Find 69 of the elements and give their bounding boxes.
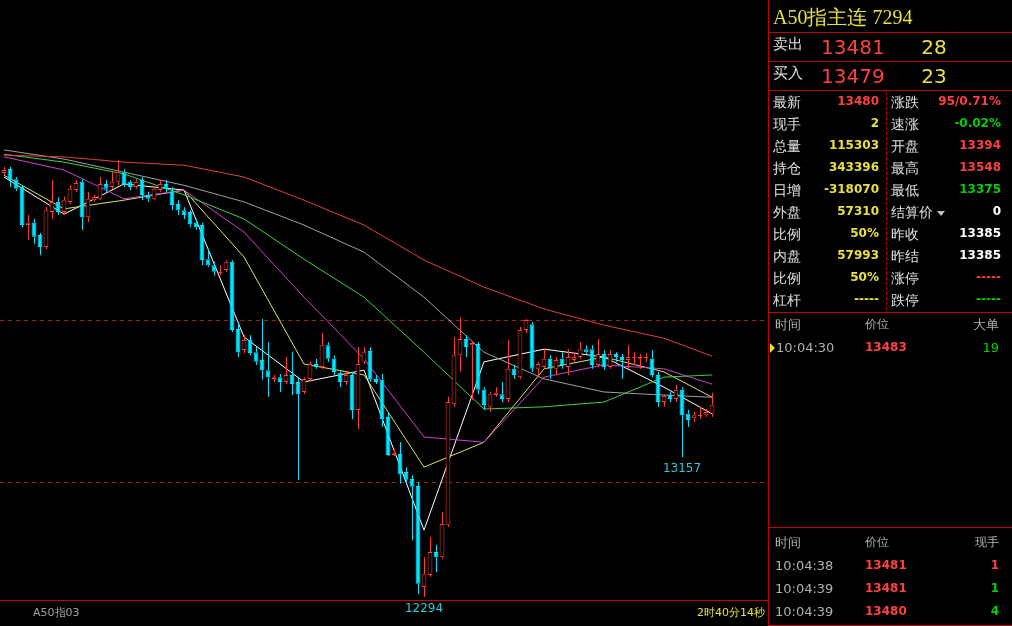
text: A50指03: [33, 606, 80, 620]
text: 杠杆: [773, 292, 802, 308]
text: 13548: [958, 160, 1001, 174]
text: -----: [975, 292, 1001, 306]
text: 时间: [775, 535, 802, 550]
text: 50%: [849, 270, 879, 284]
text: 现手: [773, 116, 802, 132]
text: 23: [920, 64, 948, 88]
text: 2: [869, 116, 879, 130]
text: 比例: [773, 226, 802, 242]
text: 10:04:30: [776, 340, 836, 355]
text: 50%: [849, 226, 879, 240]
text: 13479: [821, 64, 886, 88]
text: 最新: [773, 94, 802, 110]
text: 13481: [821, 35, 886, 59]
text: 343396: [827, 160, 879, 174]
text: 涨停: [891, 270, 920, 286]
text: 57310: [836, 204, 879, 218]
text: -318070: [822, 182, 879, 196]
text: 13481: [865, 558, 908, 572]
text: 19: [981, 340, 999, 355]
text: 13480: [836, 94, 879, 108]
annotation: 12294: [404, 601, 444, 616]
text: 跌停: [891, 292, 920, 308]
text: 95/0.71%: [937, 94, 1001, 108]
text: 1: [989, 558, 999, 572]
text: 大单: [972, 317, 999, 332]
text: 价位: [865, 317, 890, 331]
text: 4: [989, 604, 999, 618]
text: 涨跌: [891, 94, 919, 110]
text: -----: [975, 270, 1001, 284]
text: 2时40分14秒: [697, 606, 765, 620]
text: 28: [920, 35, 948, 59]
text: 最高: [891, 160, 920, 176]
text: -----: [853, 292, 879, 306]
text: 开盘: [891, 138, 920, 154]
text: 买入: [773, 64, 804, 82]
text: 13375: [958, 182, 1001, 196]
text: 外盘: [773, 204, 802, 220]
text: 价位: [865, 535, 890, 549]
text: 13385: [958, 226, 1001, 240]
text: 结算价: [891, 204, 934, 220]
text: 10:04:38: [775, 558, 835, 573]
text: 0: [992, 204, 1001, 218]
text: 卖出: [773, 35, 804, 53]
text: 昨收: [891, 226, 920, 242]
text: -0.02%: [953, 116, 1001, 130]
annotation: 13157: [662, 461, 702, 476]
text: 10:04:39: [775, 581, 835, 596]
text: 昨结: [891, 248, 920, 264]
text: 现手: [974, 535, 999, 549]
text: 57993: [836, 248, 879, 262]
text: 13481: [865, 581, 908, 595]
text: 最低: [891, 182, 920, 198]
text: 13483: [865, 340, 908, 354]
text: 时间: [775, 317, 802, 332]
text: 13385: [958, 248, 1001, 262]
text: A50指主连 7294: [773, 6, 914, 28]
text: 1: [989, 581, 999, 595]
text: 13394: [958, 138, 1001, 152]
text: 速涨: [891, 116, 920, 132]
text: 持仓: [773, 160, 802, 176]
text: 13480: [865, 604, 908, 618]
text: 总量: [773, 138, 802, 154]
text: 115303: [827, 138, 879, 152]
text: 10:04:39: [775, 604, 835, 619]
text: 日增: [773, 182, 802, 198]
text: 内盘: [773, 248, 802, 264]
text: 比例: [773, 270, 802, 286]
